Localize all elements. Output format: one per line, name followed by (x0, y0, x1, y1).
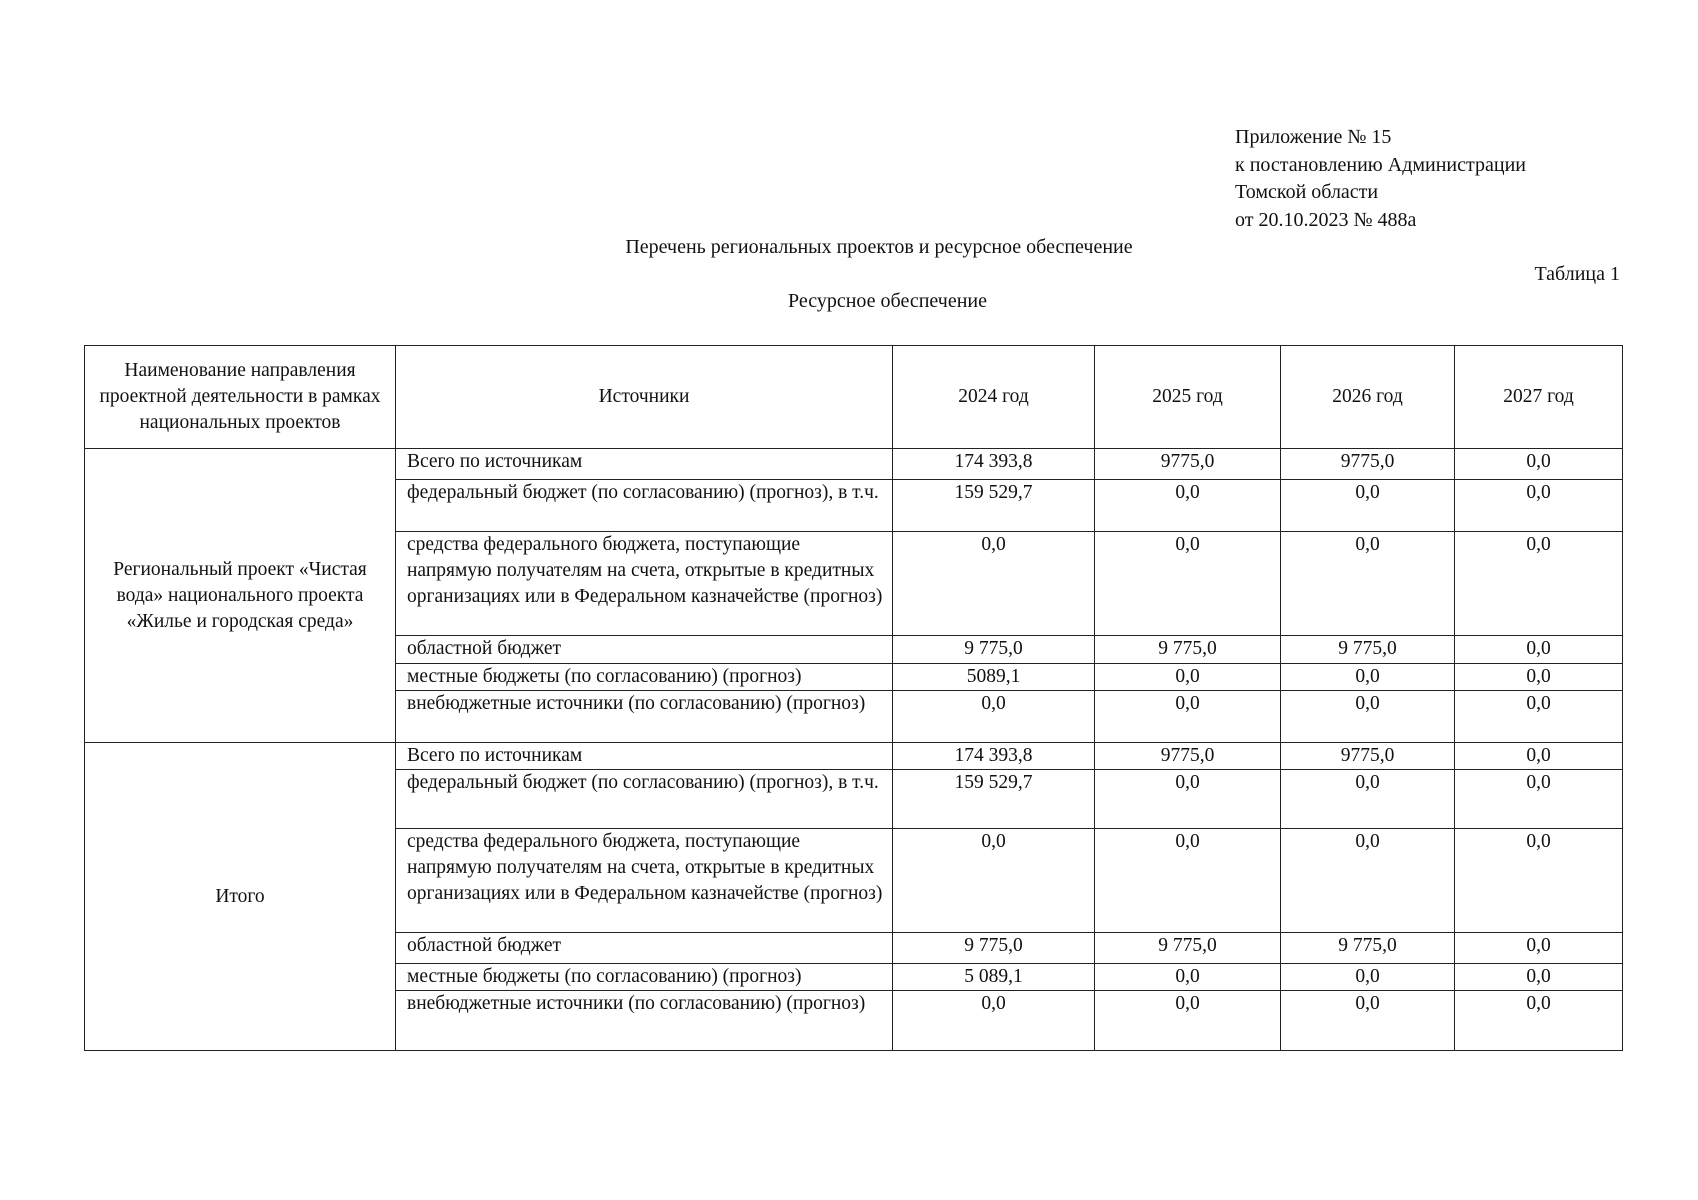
value-cell: 0,0 (1454, 663, 1623, 691)
value-cell: 0,0 (1454, 932, 1623, 964)
table-row: местные бюджеты (по согласованию) (прогн… (85, 663, 1623, 691)
appendix-line: Приложение № 15 (1235, 126, 1392, 148)
source-cell: областной бюджет (395, 932, 893, 964)
value-cell: 174 393,8 (892, 448, 1095, 480)
value-cell: 0,0 (1094, 769, 1281, 829)
value-cell: 0,0 (1280, 479, 1455, 532)
value-cell: 5 089,1 (892, 963, 1095, 991)
header-cell: Наименование направления проектной деяте… (84, 345, 396, 449)
table-row: Итого Всего по источникам 174 393,8 9775,0 9… (84, 742, 1623, 1051)
value-cell: 0,0 (1454, 479, 1623, 532)
header-cell: 2025 год (1094, 345, 1281, 449)
value-cell: 0,0 (1454, 963, 1623, 991)
value-cell: 174 393,8 (892, 742, 1095, 770)
group-name-cell: Итого (84, 742, 396, 1051)
value-cell: 0,0 (1094, 663, 1281, 691)
value-cell: 9 775,0 (892, 932, 1095, 964)
source-cell: местные бюджеты (по согласованию) (прогн… (395, 663, 893, 691)
appendix-line: к постановлению Администрации (1235, 153, 1526, 176)
source-cell: внебюджетные источники (по согласованию)… (395, 690, 893, 743)
appendix-note: Приложение № 15 к постановлению Админист… (1235, 124, 1526, 234)
source-cell: Всего по источникам (395, 742, 893, 770)
table-row: местные бюджеты (по согласованию) (прогн… (85, 963, 1623, 991)
value-cell: 0,0 (1280, 663, 1455, 691)
value-cell: 0,0 (1454, 742, 1623, 770)
table-row: Региональный проект «Чистая вода» национ… (84, 448, 1623, 743)
document-title: Перечень региональных проектов и ресурсн… (625, 236, 1133, 258)
value-cell: 0,0 (1454, 448, 1623, 480)
source-cell: внебюджетные источники (по согласованию)… (395, 990, 893, 1051)
value-cell: 9 775,0 (892, 635, 1095, 664)
table-subtitle: Ресурсное обеспечение (787, 290, 987, 312)
value-cell: 5089,1 (892, 663, 1095, 691)
table-row: средства федерального бюджета, поступающ… (85, 531, 1623, 636)
value-cell: 0,0 (1454, 531, 1623, 636)
table-header-row: Наименование направления проектной деяте… (84, 345, 1623, 449)
table-row: федеральный бюджет (по согласованию) (пр… (85, 769, 1623, 829)
header-cell: 2024 год (892, 345, 1095, 449)
source-cell: средства федерального бюджета, поступающ… (395, 531, 893, 636)
table-row: федеральный бюджет (по согласованию) (пр… (85, 479, 1623, 532)
value-cell: 9775,0 (1280, 448, 1455, 480)
value-cell: 0,0 (892, 828, 1095, 933)
value-cell: 0,0 (1094, 479, 1281, 532)
appendix-line: от 20.10.2023 № 488а (1235, 208, 1417, 231)
table-number: Таблица 1 (1534, 263, 1620, 285)
value-cell: 0,0 (1280, 769, 1455, 829)
source-cell: федеральный бюджет (по согласованию) (пр… (395, 479, 893, 532)
value-cell: 9 775,0 (1094, 635, 1281, 664)
value-cell: 0,0 (1094, 963, 1281, 991)
value-cell: 0,0 (1454, 635, 1623, 664)
value-cell: 0,0 (1094, 690, 1281, 743)
source-cell: областной бюджет (395, 635, 893, 664)
source-cell: местные бюджеты (по согласованию) (прогн… (395, 963, 893, 991)
source-cell: средства федерального бюджета, поступающ… (395, 828, 893, 933)
value-cell: 0,0 (892, 690, 1095, 743)
header-cell: 2026 год (1280, 345, 1455, 449)
value-cell: 0,0 (1454, 990, 1623, 1051)
value-cell: 0,0 (1280, 690, 1455, 743)
source-cell: федеральный бюджет (по согласованию) (пр… (395, 769, 893, 829)
value-cell: 0,0 (1454, 690, 1623, 743)
value-cell: 0,0 (1280, 531, 1455, 636)
value-cell: 9 775,0 (1280, 635, 1455, 664)
table-row: внебюджетные источники (по согласованию)… (85, 990, 1623, 1051)
table-row: средства федерального бюджета, поступающ… (85, 828, 1623, 933)
header-cell: 2027 год (1454, 345, 1623, 449)
value-cell: 0,0 (1454, 769, 1623, 829)
source-cell: Всего по источникам (395, 448, 893, 480)
value-cell: 0,0 (1094, 531, 1281, 636)
appendix-line: Томской области (1235, 181, 1379, 203)
value-cell: 0,0 (892, 531, 1095, 636)
value-cell: 0,0 (1280, 990, 1455, 1051)
value-cell: 0,0 (1094, 990, 1281, 1051)
value-cell: 9775,0 (1094, 448, 1281, 480)
value-cell: 0,0 (1280, 963, 1455, 991)
value-cell: 159 529,7 (892, 479, 1095, 532)
table-row: внебюджетные источники (по согласованию)… (85, 690, 1623, 743)
value-cell: 9 775,0 (1094, 932, 1281, 964)
value-cell: 159 529,7 (892, 769, 1095, 829)
group-name-cell: Региональный проект «Чистая вода» национ… (84, 448, 396, 743)
value-cell: 0,0 (1454, 828, 1623, 933)
value-cell: 0,0 (892, 990, 1095, 1051)
header-cell: Источники (395, 345, 893, 449)
resource-table: Наименование направления проектной деяте… (84, 345, 1623, 1051)
table-row: областной бюджет 9 775,0 9 775,0 9 775,0 0,0 (85, 932, 1623, 964)
value-cell: 0,0 (1094, 828, 1281, 933)
value-cell: 0,0 (1280, 828, 1455, 933)
value-cell: 9775,0 (1094, 742, 1281, 770)
value-cell: 9775,0 (1280, 742, 1455, 770)
value-cell: 9 775,0 (1280, 932, 1455, 964)
